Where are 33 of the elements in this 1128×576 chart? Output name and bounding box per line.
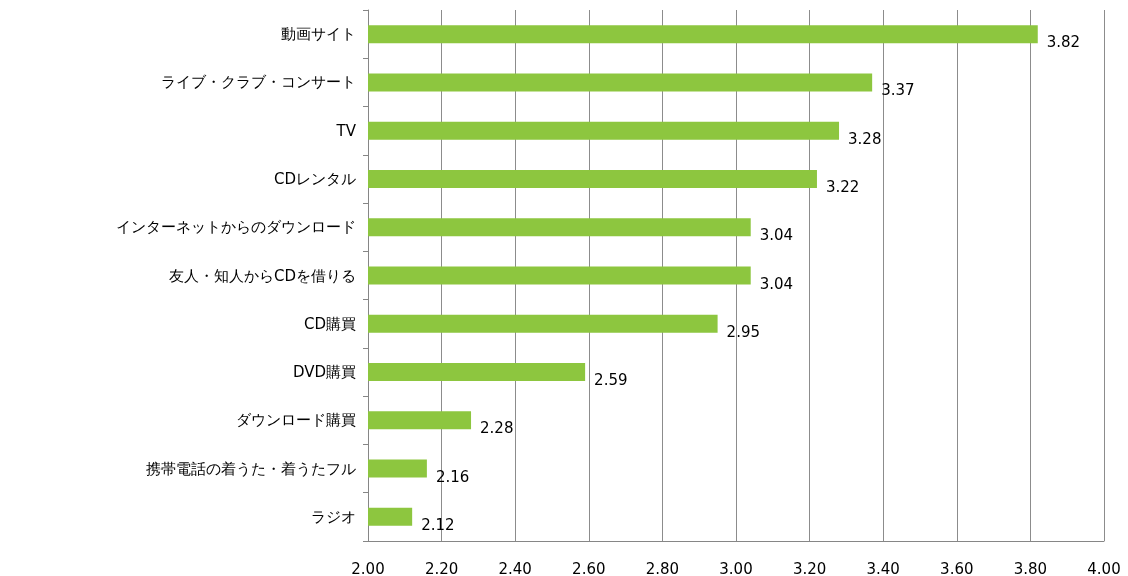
data-label: 2.59 xyxy=(594,371,628,390)
y-tick-label: DVD購買 xyxy=(292,363,356,382)
x-tick-label: 2.00 xyxy=(351,559,385,576)
x-tick-label: 2.60 xyxy=(572,559,606,576)
data-label: 3.28 xyxy=(848,129,882,148)
y-tick-label: 携帯電話の着うた・着うたフル xyxy=(146,459,356,478)
y-tick-label: CDレンタル xyxy=(273,169,356,188)
data-label: 2.16 xyxy=(435,467,470,486)
y-tick-label: 友人・知人からCDを借りる xyxy=(168,266,356,285)
y-tick-label: ラジオ xyxy=(311,507,356,526)
y-tick-label: CD購買 xyxy=(303,314,356,333)
x-tick-label: 3.00 xyxy=(719,559,753,576)
x-tick-label: 3.60 xyxy=(940,559,974,576)
data-label: 2.95 xyxy=(726,322,761,341)
x-tick-label: 4.00 xyxy=(1087,559,1121,576)
y-tick-label: ダウンロード購買 xyxy=(236,411,356,430)
x-tick-label: 3.40 xyxy=(866,559,900,576)
data-label: 3.04 xyxy=(759,226,794,245)
x-tick-label: 2.40 xyxy=(498,559,532,576)
x-tick-label: 2.80 xyxy=(645,559,680,576)
x-tick-label: 3.20 xyxy=(792,559,827,576)
x-tick-label: 2.20 xyxy=(424,559,459,576)
data-label: 3.82 xyxy=(1046,33,1081,52)
data-label: 2.12 xyxy=(421,515,455,534)
y-tick-label: インターネットからのダウンロード xyxy=(116,218,356,237)
data-label: 3.37 xyxy=(881,81,915,100)
y-tick-label: ライブ・クラブ・コンサート xyxy=(161,73,356,92)
y-tick-label: TV xyxy=(335,121,357,140)
data-label: 3.22 xyxy=(825,177,860,196)
data-label: 3.04 xyxy=(759,274,794,293)
x-tick-label: 3.80 xyxy=(1013,559,1048,576)
y-tick-label: 動画サイト xyxy=(281,25,356,44)
data-label: 2.28 xyxy=(480,419,514,438)
